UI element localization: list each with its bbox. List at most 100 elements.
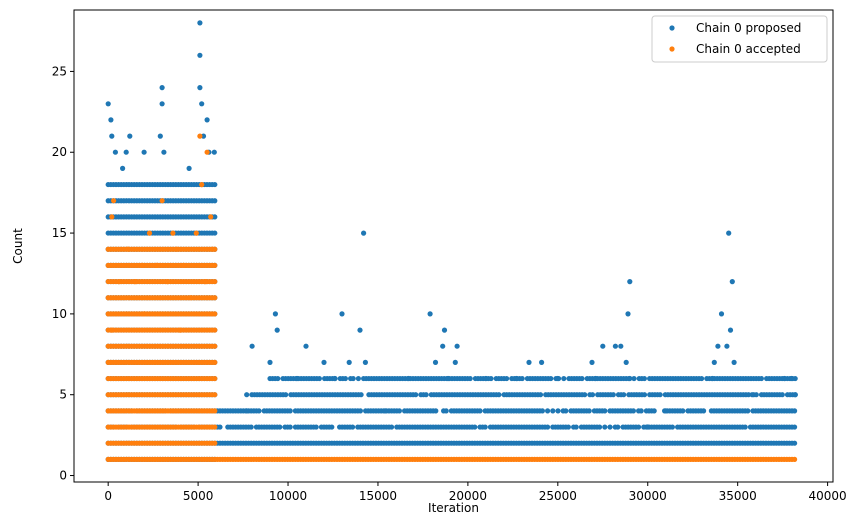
data-point (718, 311, 725, 317)
data-point (792, 424, 798, 430)
data-point (164, 279, 171, 285)
data-point (350, 375, 356, 382)
data-point (729, 279, 735, 285)
data-point (342, 375, 348, 382)
data-point (477, 408, 483, 414)
series-layer (105, 20, 798, 462)
data-point (159, 198, 165, 204)
data-point (193, 230, 199, 236)
data-point (618, 343, 624, 349)
data-point (181, 262, 187, 268)
data-point (440, 343, 446, 349)
legend-label-proposed: Chain 0 proposed (696, 21, 801, 35)
data-point (208, 214, 214, 220)
data-point (173, 246, 180, 252)
data-point (212, 359, 218, 365)
data-point (111, 198, 117, 204)
data-point (627, 375, 633, 382)
data-point (597, 424, 603, 430)
data-point (745, 408, 751, 414)
data-point (724, 343, 730, 349)
data-point (212, 424, 218, 430)
data-point (355, 375, 361, 382)
data-point (482, 424, 488, 430)
data-point (212, 440, 218, 446)
x-tick-label: 5000 (183, 489, 214, 503)
x-axis-label: Iteration (428, 501, 479, 515)
data-point (112, 149, 118, 155)
y-axis-label: Count (11, 228, 25, 264)
data-point (204, 117, 210, 123)
data-point (413, 392, 419, 398)
data-point (789, 375, 795, 382)
series-accepted (105, 133, 798, 462)
data-point (625, 311, 631, 317)
data-point (209, 246, 216, 252)
data-point (120, 165, 126, 171)
y-tick-label: 10 (52, 307, 67, 321)
data-point (108, 117, 114, 123)
data-point (116, 279, 122, 285)
data-point (212, 230, 218, 236)
data-point (212, 392, 218, 398)
data-point (573, 424, 579, 430)
data-point (636, 424, 642, 430)
data-point (212, 327, 218, 333)
data-point (715, 343, 721, 349)
legend: Chain 0 proposed Chain 0 accepted (651, 15, 828, 63)
data-point (200, 133, 207, 139)
data-point (212, 343, 218, 349)
y-tick-label: 25 (52, 64, 67, 78)
data-point (699, 375, 705, 382)
data-point (731, 359, 737, 365)
data-point (197, 133, 203, 139)
data-point (663, 408, 669, 414)
data-point (545, 408, 551, 414)
data-point (545, 424, 551, 430)
data-point (555, 375, 561, 382)
data-point (249, 343, 255, 349)
data-point (589, 359, 595, 365)
data-point (339, 311, 345, 317)
data-point (445, 375, 451, 382)
data-point (127, 133, 133, 139)
data-point (109, 214, 115, 220)
data-point (396, 408, 402, 414)
data-point (467, 375, 473, 382)
data-point (657, 392, 663, 398)
data-point (423, 392, 429, 398)
data-point (212, 408, 218, 414)
legend-box (651, 15, 828, 63)
data-point (539, 359, 545, 365)
data-point (621, 392, 627, 398)
legend-label-accepted: Chain 0 accepted (696, 42, 801, 56)
data-point (313, 424, 319, 430)
data-point (488, 375, 494, 382)
data-point (154, 262, 160, 268)
x-tick-label: 0 (104, 489, 112, 503)
data-point (607, 424, 613, 430)
x-tick-label: 30000 (629, 489, 667, 503)
data-point (346, 359, 352, 365)
data-point (792, 375, 798, 382)
data-point (350, 424, 356, 430)
data-point (727, 327, 734, 333)
data-point (758, 375, 765, 382)
data-point (204, 149, 210, 155)
data-point (433, 408, 439, 414)
data-point (602, 424, 608, 430)
data-point (483, 375, 489, 382)
data-point (550, 408, 556, 414)
data-point (443, 408, 449, 414)
data-point (519, 375, 525, 382)
data-point (555, 408, 561, 414)
data-point (294, 375, 300, 382)
data-point (792, 440, 798, 446)
x-tick-label: 40000 (809, 489, 847, 503)
data-point (170, 230, 176, 236)
data-point (109, 327, 115, 333)
data-point (753, 392, 759, 398)
data-point (548, 375, 554, 382)
data-point (669, 424, 676, 430)
